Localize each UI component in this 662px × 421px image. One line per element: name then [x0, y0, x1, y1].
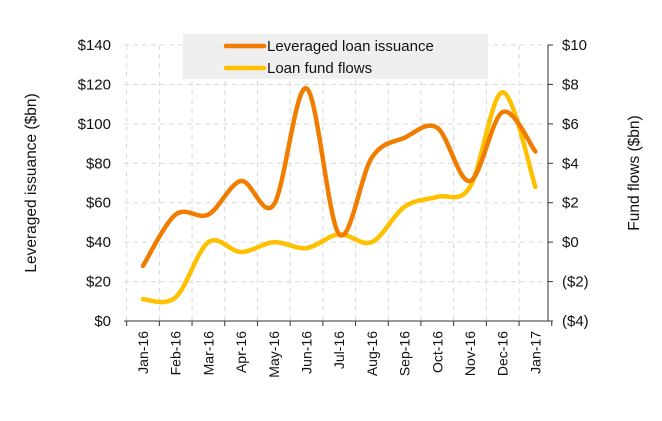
- x-tick-label: Aug-16: [364, 331, 380, 376]
- legend-box: [183, 34, 488, 79]
- right-tick-label: ($4): [562, 313, 589, 330]
- left-tick-label: $60: [86, 195, 111, 212]
- x-tick-label: Nov-16: [462, 331, 478, 376]
- right-axis-title: Fund flows ($bn): [626, 115, 643, 230]
- legend: Leveraged loan issuance Loan fund flows: [183, 34, 488, 79]
- x-tick-label: Dec-16: [495, 331, 511, 376]
- axes: [124, 44, 553, 326]
- legend-label-fund-flows: Loan fund flows: [267, 60, 372, 77]
- x-tick-label: Jan-17: [527, 331, 543, 374]
- right-tick-label: ($2): [562, 274, 589, 291]
- x-tick-label: Sep-16: [397, 331, 413, 376]
- x-tick-label: Apr-16: [233, 331, 249, 373]
- left-tick-label: $100: [78, 116, 111, 133]
- left-tick-label: $140: [78, 37, 111, 54]
- left-axis-title: Leveraged issuance ($bn): [23, 93, 40, 272]
- right-tick-label: $10: [562, 37, 587, 54]
- tick-labels: $0 $20 $40 $60 $80 $100 $120 $140 ($4) ($2) $0 $2 $4…: [23, 37, 643, 378]
- x-tick-label: Mar-16: [200, 331, 216, 376]
- x-tick-label: May-16: [266, 331, 282, 378]
- legend-label-issuance: Leveraged loan issuance: [267, 38, 434, 55]
- x-tick-label: Oct-16: [429, 331, 445, 373]
- x-tick-label: Jul-16: [331, 331, 347, 369]
- right-tick-label: $6: [562, 116, 579, 133]
- left-tick-label: $0: [94, 313, 111, 330]
- series-layer: [140, 86, 538, 305]
- x-tick-label: Jun-16: [299, 331, 315, 374]
- left-tick-label: $80: [86, 155, 111, 172]
- right-tick-label: $4: [562, 155, 579, 172]
- left-tick-label: $40: [86, 234, 111, 251]
- right-tick-label: $2: [562, 195, 579, 212]
- series-leveraged-loan-issuance-line: [140, 86, 538, 269]
- x-tick-label: Jan-16: [135, 331, 151, 374]
- left-tick-label: $20: [86, 274, 111, 291]
- right-tick-label: $8: [562, 76, 579, 93]
- left-tick-label: $120: [78, 76, 111, 93]
- right-tick-label: $0: [562, 234, 579, 251]
- x-tick-label: Feb-16: [168, 331, 184, 376]
